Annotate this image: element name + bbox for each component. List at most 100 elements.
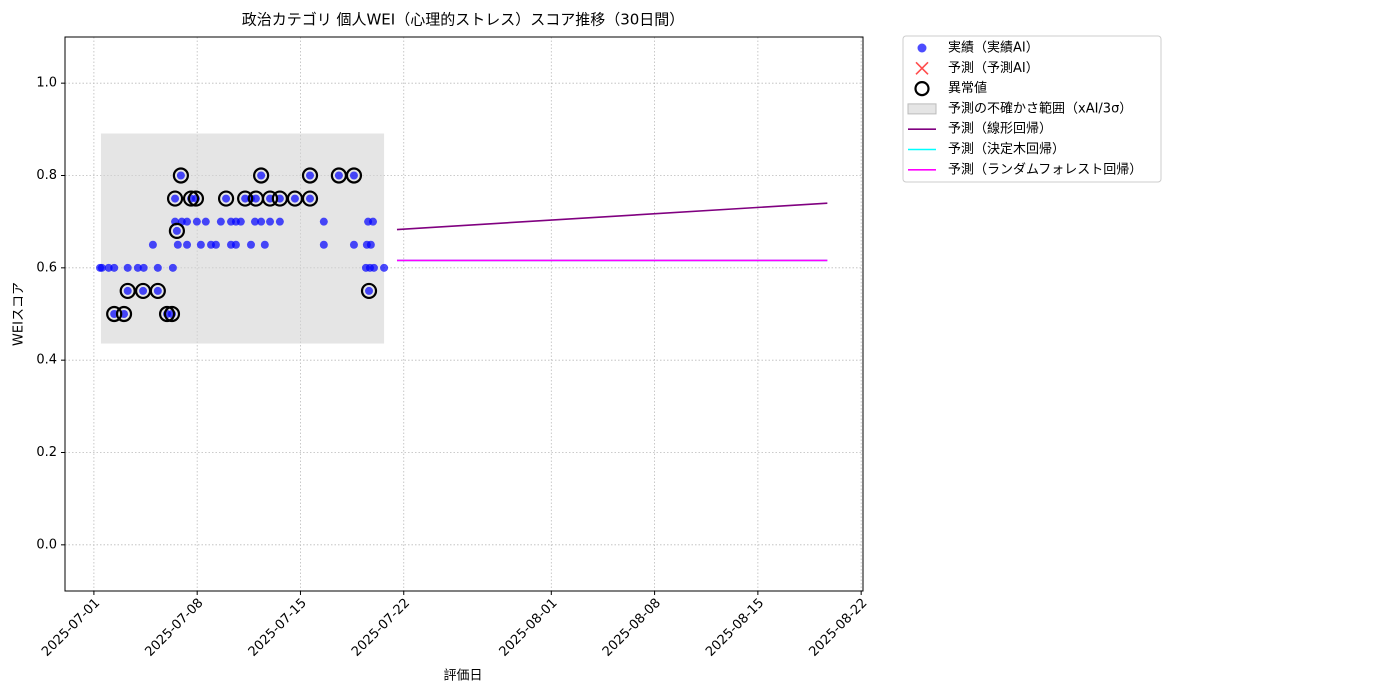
anomaly-marker	[119, 282, 136, 300]
anomaly-marker	[166, 190, 184, 207]
legend-label: 予測（線形回帰）	[948, 121, 1052, 137]
data-point	[183, 240, 192, 249]
data-point	[241, 194, 250, 203]
chart-title: 政治カテゴリ 個人WEI（心理的ストレス）スコア推移（30日間）	[242, 11, 685, 29]
x-tick-label: 2025-07-08	[142, 596, 206, 660]
data-point	[148, 240, 157, 249]
legend-box	[902, 35, 1162, 183]
data-point	[380, 263, 389, 272]
y-tick-label: 1.0	[36, 76, 57, 91]
x-tick-label: 2025-08-15	[703, 596, 767, 660]
data-point	[97, 263, 106, 272]
y-tick-label: 0.4	[36, 353, 57, 368]
data-point	[319, 240, 328, 249]
data-point	[251, 194, 260, 203]
anomaly-marker	[172, 167, 189, 184]
x-tick-label: 2025-08-08	[600, 596, 664, 660]
data-point	[139, 263, 148, 272]
data-point	[366, 240, 375, 249]
anomaly-marker	[115, 305, 133, 323]
data-point	[216, 217, 225, 226]
anomaly-marker	[237, 190, 254, 207]
anomaly-marker	[217, 190, 235, 207]
anomaly-marker	[106, 305, 123, 323]
data-point	[257, 217, 266, 226]
data-point	[250, 217, 259, 226]
anomaly-marker	[301, 167, 319, 184]
data-point	[319, 217, 328, 226]
legend-swatch	[914, 80, 930, 97]
x-tick-label: 2025-07-15	[246, 596, 310, 660]
anomaly-marker	[187, 190, 205, 207]
data-point	[365, 286, 374, 295]
x-tick-label: 2025-08-22	[806, 596, 870, 660]
data-point	[266, 217, 275, 226]
data-point	[133, 263, 142, 272]
data-point	[369, 263, 378, 272]
legend-label: 予測の不確かさ範囲（xAI/3σ）	[948, 100, 1132, 116]
anomaly-marker	[163, 305, 181, 323]
y-tick-label: 0.2	[36, 445, 57, 460]
legend-label: 予測（決定木回帰）	[948, 141, 1065, 157]
x-tick-label: 2025-08-01	[497, 596, 561, 660]
legend-label: 異常値	[948, 80, 987, 96]
legend-swatch	[907, 103, 937, 115]
anomaly-marker	[158, 305, 176, 323]
data-point	[349, 240, 358, 249]
data-point	[236, 217, 245, 226]
data-point	[260, 240, 269, 249]
data-point	[153, 286, 162, 295]
data-point	[196, 240, 205, 249]
data-point	[275, 217, 284, 226]
anomaly-marker	[360, 282, 378, 300]
data-point	[153, 263, 162, 272]
anomaly-marker	[253, 167, 270, 184]
data-point	[305, 171, 314, 180]
data-point	[173, 240, 182, 249]
anomaly-marker	[301, 190, 319, 207]
data-point	[305, 194, 314, 203]
data-point	[201, 217, 210, 226]
prediction-line	[396, 202, 828, 231]
data-point	[110, 263, 119, 272]
legend-label: 予測（ランダムフォレスト回帰）	[948, 161, 1142, 177]
data-point	[334, 171, 343, 180]
data-point	[183, 217, 192, 226]
anomaly-marker	[149, 282, 166, 300]
data-point	[123, 263, 132, 272]
legend-swatch	[917, 43, 927, 53]
anomaly-marker	[261, 190, 279, 207]
data-point	[192, 217, 201, 226]
axes-frame	[64, 36, 864, 592]
legend-label: 予測（予測AI）	[948, 61, 1039, 76]
plot-area	[65, 37, 863, 591]
data-point	[123, 286, 132, 295]
anomaly-marker	[345, 167, 363, 184]
data-point	[171, 194, 180, 203]
anomaly-marker	[168, 222, 185, 239]
data-point	[176, 171, 185, 180]
y-tick-label: 0.0	[36, 537, 57, 552]
data-point	[211, 240, 220, 249]
legend-label: 実績（実績AI）	[948, 40, 1039, 56]
data-point	[290, 194, 299, 203]
x-axis-label: 評価日	[443, 669, 482, 684]
data-point	[246, 240, 255, 249]
y-tick-label: 0.6	[36, 260, 57, 275]
y-axis-label: WEIスコア	[12, 282, 27, 346]
x-tick-label: 2025-07-22	[349, 596, 413, 660]
anomaly-marker	[182, 190, 200, 207]
uncertainty-band	[100, 133, 385, 344]
data-point	[172, 226, 181, 235]
data-point	[349, 171, 358, 180]
data-point	[104, 263, 113, 272]
x-tick-label: 2025-07-01	[39, 596, 103, 660]
data-point	[231, 240, 240, 249]
data-point	[139, 286, 148, 295]
data-point	[257, 171, 266, 180]
y-tick-label: 0.8	[36, 168, 57, 183]
data-point	[168, 263, 177, 272]
